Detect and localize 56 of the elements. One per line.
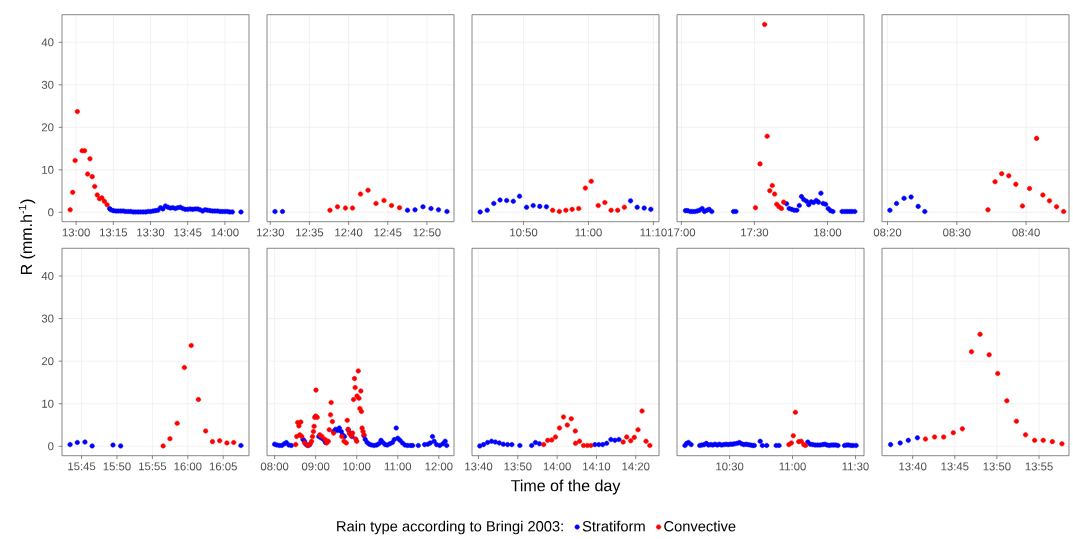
x-tick-label: 14:00 bbox=[543, 462, 571, 471]
x-tick-label: 17:00 bbox=[668, 228, 696, 237]
x-tick-label: 13:45 bbox=[941, 462, 969, 471]
x-tick-label: 12:40 bbox=[335, 228, 363, 237]
x-tick-label: 15:45 bbox=[68, 462, 96, 471]
x-tick-label: 13:30 bbox=[137, 228, 165, 237]
x-tick-label: 13:15 bbox=[100, 228, 128, 237]
y-tick-label: 30 bbox=[41, 314, 54, 323]
x-tick-label: 11:10 bbox=[640, 228, 667, 237]
x-tick-label: 11:00 bbox=[384, 462, 412, 471]
x-tick-label: 10:30 bbox=[716, 462, 744, 471]
x-tick-label: 10:50 bbox=[510, 228, 538, 237]
x-tick-label: 12:30 bbox=[256, 228, 285, 237]
x-tick-label: 13:40 bbox=[465, 462, 493, 471]
x-tick-label: 11:30 bbox=[842, 462, 869, 471]
y-tick-label: 10 bbox=[42, 399, 54, 408]
y-tick-label: 0 bbox=[48, 208, 54, 217]
y-tick-label: 10 bbox=[42, 166, 54, 175]
x-tick-label: 08:20 bbox=[873, 228, 902, 237]
x-tick-label: 08:40 bbox=[1012, 228, 1040, 237]
x-tick-label: 11:00 bbox=[779, 462, 806, 471]
x-tick-label: 12:45 bbox=[374, 228, 402, 237]
x-tick-label: 13:45 bbox=[174, 228, 202, 237]
x-tick-label: 16:05 bbox=[209, 462, 237, 471]
legend-label: Convective bbox=[664, 520, 736, 532]
x-axis-title: Time of the day bbox=[511, 479, 621, 495]
x-tick-label: 15:50 bbox=[103, 462, 131, 471]
x-tick-label: 10:00 bbox=[343, 462, 371, 471]
y-tick-label: 0 bbox=[48, 442, 54, 451]
x-tick-label: 13:50 bbox=[983, 462, 1011, 471]
y-tick-label: 40 bbox=[41, 272, 54, 281]
y-tick-label: 20 bbox=[41, 357, 54, 366]
x-tick-label: 13:00 bbox=[62, 228, 90, 237]
x-tick-label: 12:00 bbox=[425, 462, 453, 471]
x-tick-label: 12:50 bbox=[413, 228, 441, 237]
x-tick-label: 08:30 bbox=[943, 228, 971, 237]
x-tick-label: 14:20 bbox=[622, 462, 650, 471]
y-tick-label: 20 bbox=[41, 123, 54, 132]
x-tick-label: 13:50 bbox=[504, 462, 532, 471]
x-tick-label: 08:00 bbox=[260, 462, 289, 471]
x-tick-label: 13:40 bbox=[899, 462, 927, 471]
x-tick-label: 18:00 bbox=[814, 228, 842, 237]
y-tick-label: 40 bbox=[41, 38, 54, 47]
x-tick-label: 16:00 bbox=[174, 462, 202, 471]
legend-label: Stratiform bbox=[582, 520, 645, 532]
x-tick-label: 15:55 bbox=[139, 462, 167, 471]
y-tick-label: 30 bbox=[41, 80, 54, 89]
x-tick-label: 14:00 bbox=[211, 228, 239, 237]
x-tick-label: 12:35 bbox=[296, 228, 324, 237]
y-axis-title: R (mm.h$^{-1}$) bbox=[18, 199, 36, 275]
legend-title: Rain type according to Bringi 2003: bbox=[337, 520, 563, 535]
x-tick-label: 14:10 bbox=[583, 462, 611, 471]
x-tick-label: 13:55 bbox=[1025, 462, 1053, 471]
x-tick-label: 11:00 bbox=[575, 228, 602, 237]
x-tick-label: 17:30 bbox=[741, 228, 769, 237]
x-tick-label: 09:00 bbox=[301, 462, 330, 471]
